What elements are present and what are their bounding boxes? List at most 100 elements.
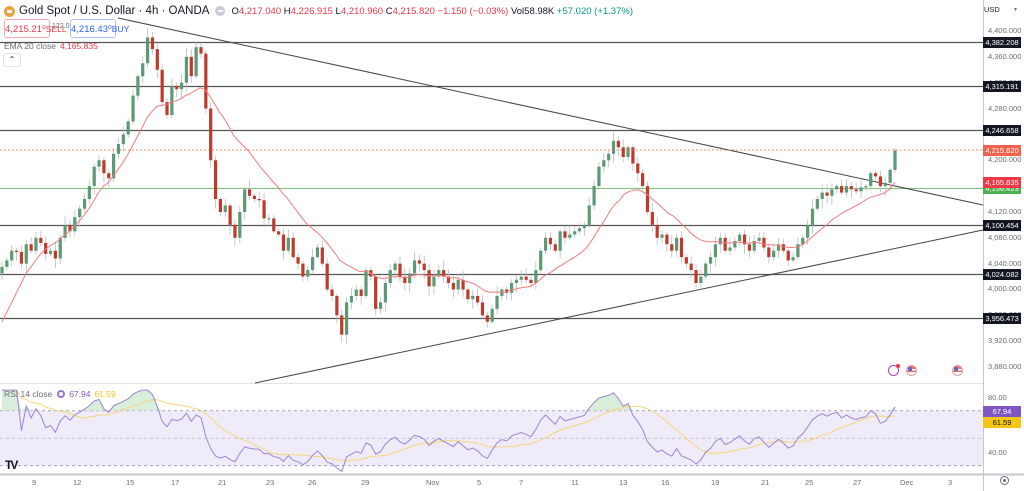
rsi-ma-value: 61.59 <box>94 389 116 399</box>
candle-up <box>806 224 810 238</box>
candle-up <box>718 237 722 245</box>
currency-selector[interactable]: USD ▾ <box>984 3 1020 17</box>
settings-gear-icon[interactable] <box>1000 476 1009 485</box>
candle-up <box>626 147 630 158</box>
sell-price: 4,215.21⁰ <box>5 23 46 35</box>
price-tick: 4,360.000 <box>988 51 1022 61</box>
candle-down <box>155 49 159 70</box>
candle-up <box>772 250 776 258</box>
candle-up <box>73 217 77 232</box>
time-tick: 25 <box>805 478 814 487</box>
candle-up <box>432 276 436 287</box>
rsi-value-tag: 67.94 <box>983 406 1021 417</box>
candle-down <box>150 37 155 50</box>
candle-down <box>854 189 858 192</box>
candle-down <box>228 205 232 225</box>
horizontal-levels[interactable] <box>0 41 983 320</box>
candle-up <box>558 231 562 251</box>
us-flag-event-icon[interactable] <box>906 365 917 376</box>
candle-down <box>247 189 252 196</box>
candle-down <box>398 263 402 277</box>
collapse-legend-button[interactable]: ⌃ <box>3 53 21 67</box>
candle-up <box>859 187 863 192</box>
candle-up <box>48 250 53 254</box>
symbol-title[interactable]: Gold Spot / U.S. Dollar · 4h · OANDA <box>19 5 210 17</box>
candle-up <box>708 257 713 264</box>
candle-up <box>82 199 87 209</box>
time-tick: 23 <box>266 478 275 487</box>
sell-button[interactable]: 4,215.21⁰ SELL <box>4 19 67 38</box>
candle-down <box>476 295 480 303</box>
candle-down <box>442 270 446 277</box>
candle-up <box>602 160 606 167</box>
current-price-tag: 4,215.820 <box>983 144 1021 156</box>
candle-up <box>121 134 125 145</box>
candle-up <box>888 169 892 183</box>
price-tick: 4,080.000 <box>988 232 1022 242</box>
candle-up <box>238 211 242 238</box>
candle-up <box>170 85 174 116</box>
candle-up <box>10 250 14 261</box>
candle-up <box>733 241 737 248</box>
rsi-tick-80: 80.00 <box>988 393 1007 402</box>
level-price-tag: 4,382.208 <box>983 37 1021 48</box>
candle-up <box>97 160 101 167</box>
candle-up <box>5 260 9 267</box>
candle-up <box>864 186 868 188</box>
event-bolt-icon[interactable] <box>888 364 900 376</box>
candle-up <box>354 289 358 296</box>
candle-down <box>553 244 557 251</box>
candle-down <box>873 173 878 177</box>
candle-up <box>34 237 38 251</box>
candle-up <box>286 237 290 251</box>
buy-button[interactable]: 4,216.43⁰ BUY <box>70 19 129 38</box>
price-tick: 4,200.000 <box>988 155 1022 165</box>
market-status-icon[interactable] <box>215 6 226 16</box>
ascending-support-trendline[interactable] <box>254 229 984 384</box>
time-tick: 5 <box>477 478 482 487</box>
candle-down <box>878 176 883 187</box>
candle-down <box>563 231 567 238</box>
time-tick: 29 <box>361 478 370 487</box>
candle-up <box>63 224 67 238</box>
candle-down <box>840 186 844 193</box>
candle-down <box>19 252 24 264</box>
candle-up <box>776 244 781 251</box>
candle-up <box>592 186 596 206</box>
candle-down <box>417 260 421 264</box>
candle-up <box>869 173 873 187</box>
rsi-ma-line <box>2 389 896 462</box>
buy-price: 4,216.43⁰ <box>71 23 112 35</box>
time-tick: 16 <box>661 478 670 487</box>
volume-value: 58.98K <box>524 5 555 17</box>
candle-down <box>466 289 470 300</box>
rsi-legend[interactable]: RSI 14 close 67.94 61.59 <box>4 389 116 399</box>
tradingview-logo[interactable]: TV <box>5 458 18 472</box>
time-tick: Dec <box>900 478 914 487</box>
candle-down <box>548 237 553 245</box>
candle-up <box>412 260 417 274</box>
candle-up <box>378 302 383 309</box>
candle-down <box>849 186 853 190</box>
candle-down <box>422 263 426 271</box>
ema-price-tag: 4,165.835 <box>983 176 1021 188</box>
open-value: 4,217.040 <box>238 5 282 17</box>
candle-up <box>315 247 320 258</box>
period-change: +57.020 (+1.37%) <box>556 5 633 17</box>
ema-label: EMA 20 close <box>4 41 56 51</box>
candle-down <box>655 224 659 238</box>
candle-up <box>184 56 189 83</box>
candle-down <box>340 315 344 335</box>
rsi-ma-tag: 61.59 <box>983 417 1021 428</box>
candle-up <box>500 289 504 296</box>
ema-legend[interactable]: EMA 20 close 4,165.835 <box>4 41 98 51</box>
time-tick: Nov <box>426 478 440 487</box>
descending-resistance-trendline[interactable] <box>117 17 984 206</box>
sell-label: SELL <box>45 24 67 34</box>
candle-down <box>68 224 72 232</box>
candle-down <box>160 69 164 103</box>
candle-up <box>364 270 368 296</box>
trendlines[interactable] <box>117 17 984 384</box>
us-flag-event-icon[interactable] <box>952 365 963 376</box>
